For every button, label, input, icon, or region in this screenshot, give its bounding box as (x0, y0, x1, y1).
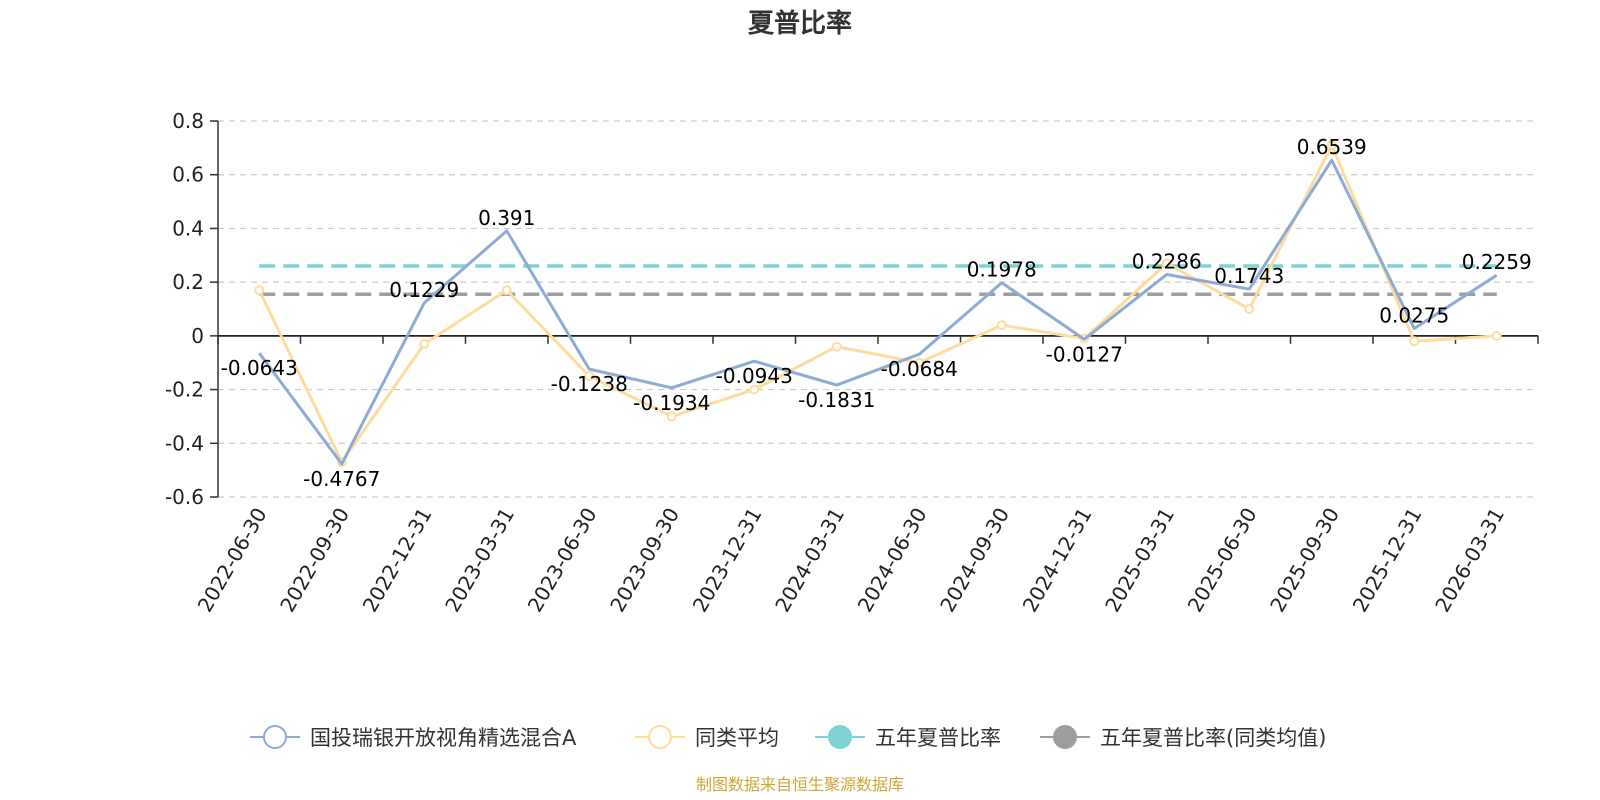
filled-circle-icon (1053, 725, 1077, 749)
legend-item[interactable]: 五年夏普比率(同类均值) (1040, 725, 1326, 750)
y-tick-label: 0.4 (172, 216, 204, 240)
y-tick-label: 0 (191, 324, 204, 348)
x-tick-label: 2025-03-31 (1100, 504, 1179, 617)
chart-title: 夏普比率 (748, 8, 852, 39)
legend-label: 五年夏普比率 (875, 726, 1001, 750)
fund-data-label: -0.1238 (551, 372, 628, 396)
x-tick-label: 2022-09-30 (275, 504, 354, 617)
peer-point (254, 285, 265, 296)
fund-data-label: 0.2286 (1132, 249, 1202, 273)
peer-point (1491, 330, 1502, 341)
hollow-circle-icon (263, 725, 287, 749)
x-tick-label: 2024-03-31 (770, 504, 849, 617)
legend-label: 五年夏普比率(同类均值) (1100, 726, 1326, 750)
peer-point (1409, 336, 1420, 347)
y-tick-label: 0.2 (172, 270, 204, 294)
peer-point (831, 341, 842, 352)
peer-point (1244, 304, 1255, 314)
y-tick-label: 0.8 (172, 109, 204, 133)
fund-data-label: 0.1229 (389, 278, 459, 302)
fund-data-label: 0.391 (478, 206, 535, 230)
peer-point (1326, 140, 1337, 151)
x-tick-label: 2023-12-31 (688, 504, 767, 617)
fund-data-label: -0.0643 (221, 356, 298, 380)
fund-data-label: -0.1934 (633, 391, 710, 415)
fund-data-label: 0.6539 (1297, 135, 1367, 159)
x-tick-label: 2022-12-31 (358, 504, 437, 617)
data-labels: -0.0643-0.47670.12290.391-0.1238-0.1934-… (221, 135, 1532, 491)
legend-item[interactable]: 同类平均 (635, 725, 779, 750)
legend-label: 国投瑞银开放视角精选混合A (310, 726, 577, 750)
x-tick-label: 2023-06-30 (523, 504, 602, 617)
data-source-note: 制图数据来自恒生聚源数据库 (696, 775, 904, 794)
fund-data-label: 0.0275 (1379, 303, 1449, 327)
legend-label: 同类平均 (695, 726, 779, 750)
hollow-circle-icon (648, 725, 672, 749)
x-tick-label: 2024-12-31 (1018, 504, 1097, 617)
y-tick-label: 0.6 (172, 163, 204, 187)
x-tick-label: 2025-06-30 (1183, 504, 1262, 617)
peer-point (584, 371, 595, 382)
fund-data-label: -0.4767 (303, 467, 380, 491)
fund-data-label: -0.0684 (881, 357, 958, 381)
fund-data-label: -0.0127 (1046, 342, 1123, 366)
legend: 国投瑞银开放视角精选混合A 同类平均 五年夏普比率 五年夏普比率(同类均值) (250, 725, 1326, 750)
peer-point (666, 411, 677, 422)
fund-data-label: 0.1743 (1214, 264, 1284, 288)
peer-point (501, 285, 512, 296)
fund-data-label: 0.1978 (967, 258, 1037, 282)
legend-item[interactable]: 国投瑞银开放视角精选混合A (250, 725, 577, 750)
grid-layer (218, 120, 1538, 498)
x-tick-label: 2025-12-31 (1348, 504, 1427, 617)
x-tick-label: 2024-09-30 (935, 504, 1014, 617)
peer-point (996, 320, 1007, 331)
series-layer (254, 140, 1502, 468)
y-tick-label: -0.2 (165, 378, 204, 402)
fund-data-label: 0.2259 (1462, 250, 1532, 274)
peer-point (914, 357, 925, 368)
peer-point (419, 338, 430, 349)
filled-circle-icon (828, 725, 852, 749)
peer-point (1161, 258, 1172, 269)
fund-data-label: -0.1831 (798, 388, 875, 412)
x-tick-label: 2023-03-31 (440, 504, 519, 617)
x-tick-label: 2024-06-30 (853, 504, 932, 617)
y-tick-label: -0.4 (165, 431, 204, 455)
fund-series-line (258, 158, 1498, 466)
peer-point (749, 384, 760, 395)
y-tick-label: -0.6 (165, 485, 204, 509)
x-tick-label: 2025-09-30 (1265, 504, 1344, 617)
x-tick-label: 2026-03-31 (1430, 504, 1509, 617)
fund-data-label: -0.0943 (716, 364, 793, 388)
x-tick-label: 2023-09-30 (605, 504, 684, 617)
legend-item[interactable]: 五年夏普比率 (815, 725, 1001, 750)
x-tick-label: 2022-06-30 (193, 504, 272, 617)
